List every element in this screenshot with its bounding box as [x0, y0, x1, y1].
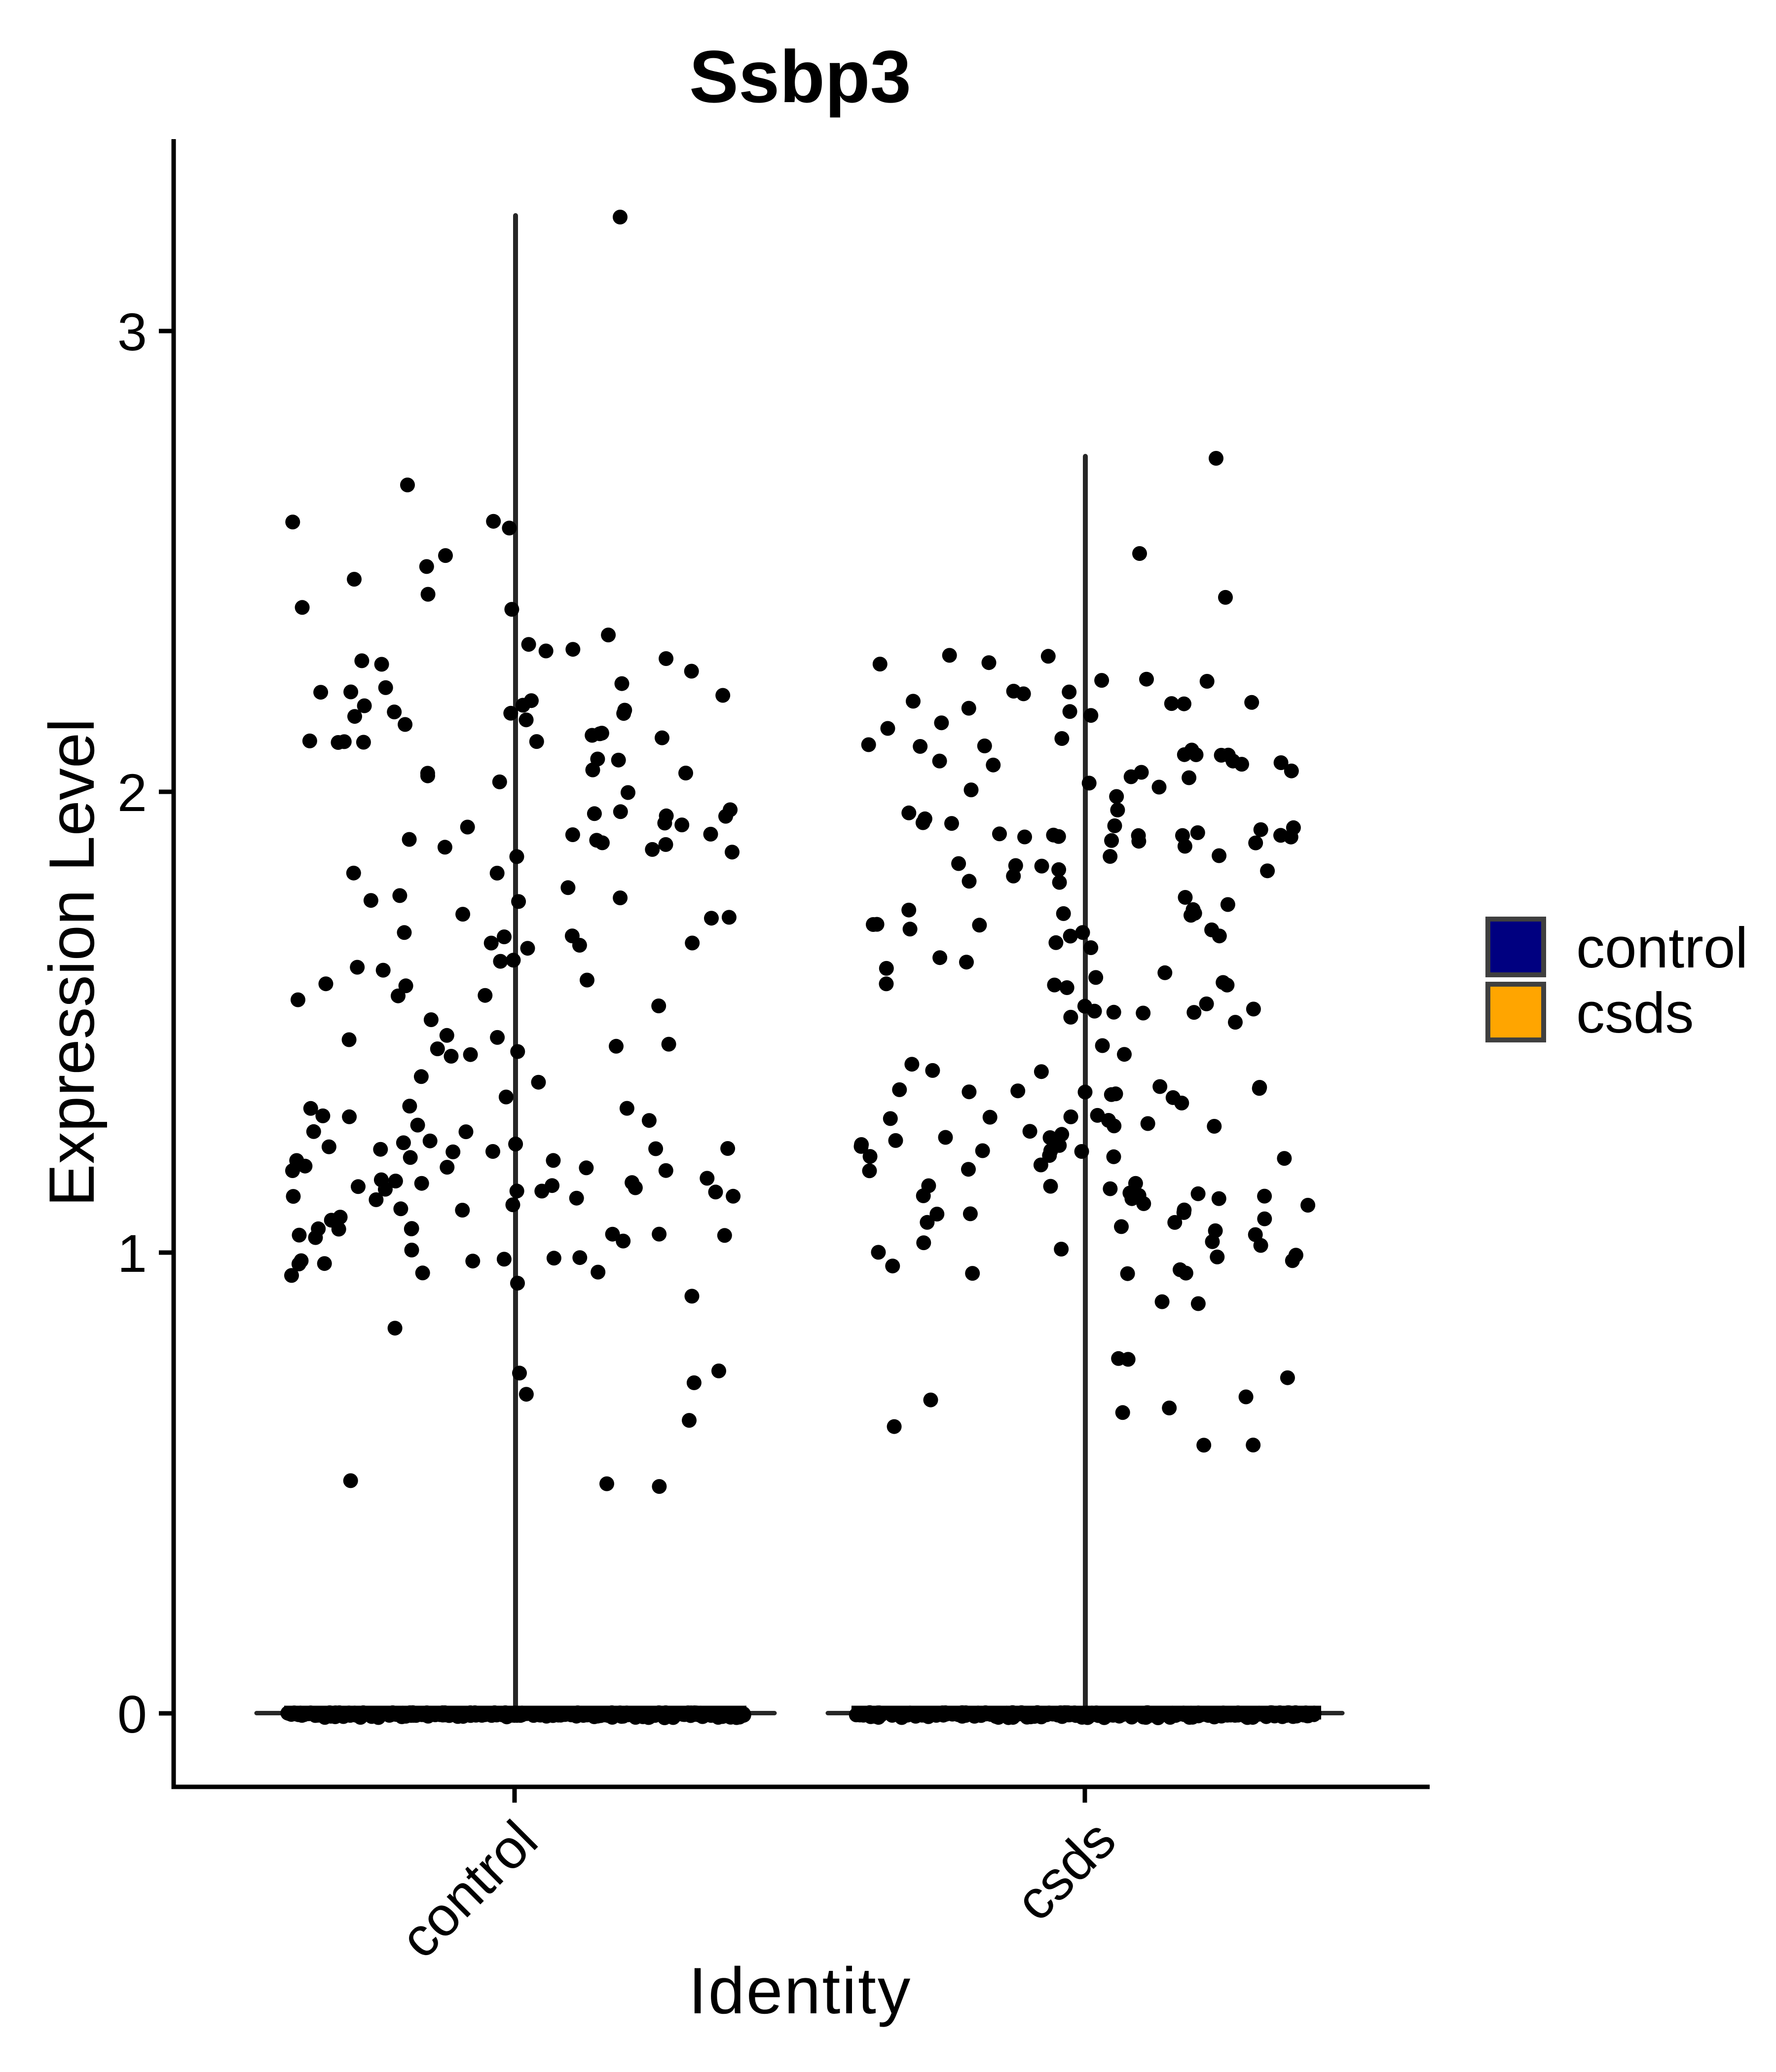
svg-text:control: control — [1576, 916, 1748, 980]
svg-text:2: 2 — [117, 763, 147, 822]
svg-text:csds: csds — [1576, 981, 1694, 1045]
svg-text:0: 0 — [117, 1684, 147, 1744]
svg-text:Identity: Identity — [689, 1955, 912, 2028]
svg-text:Ssbp3: Ssbp3 — [689, 35, 911, 118]
svg-text:Expression Level: Expression Level — [36, 718, 108, 1207]
svg-text:1: 1 — [117, 1223, 147, 1283]
svg-text:3: 3 — [117, 302, 147, 362]
